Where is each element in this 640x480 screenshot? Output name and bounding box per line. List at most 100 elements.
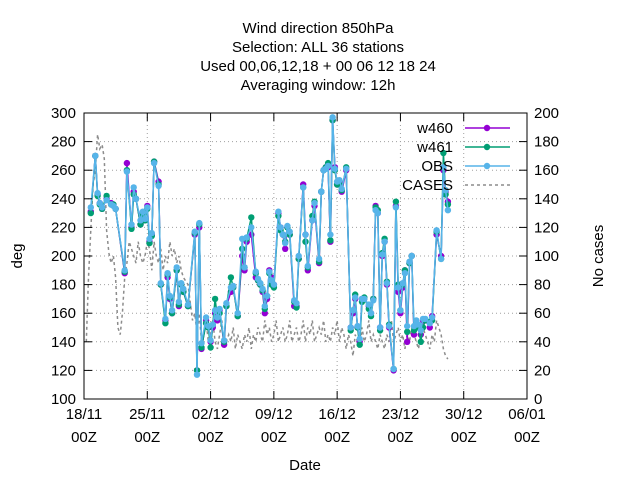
legend-marker-w460 <box>483 124 491 132</box>
x-tick-label-time: 00Z <box>71 429 97 446</box>
data-point-obs <box>230 282 237 290</box>
data-point-obs <box>94 189 101 197</box>
y2-tick-label: 120 <box>534 219 559 236</box>
legend-marker-w461 <box>483 143 491 151</box>
data-point-obs <box>390 365 397 373</box>
data-point-w461 <box>392 198 400 205</box>
y-tick-label: 140 <box>51 334 76 351</box>
data-point-obs <box>261 302 268 310</box>
data-point-w461 <box>327 237 334 244</box>
data-point-obs <box>361 295 368 303</box>
y-tick-label: 180 <box>51 277 76 294</box>
data-point-obs <box>428 314 436 321</box>
data-point-obs <box>180 285 187 293</box>
data-point-obs <box>415 321 422 328</box>
y2-axis-label: No cases <box>590 225 607 288</box>
data-point-w461 <box>87 209 95 217</box>
data-point-w461 <box>440 149 447 157</box>
data-point-obs <box>401 270 409 277</box>
data-point-w461 <box>417 338 424 345</box>
data-point-obs <box>370 297 377 304</box>
data-point-obs <box>132 195 140 202</box>
y-tick-label: 160 <box>51 305 76 322</box>
data-point-obs <box>275 208 282 215</box>
data-point-w461 <box>207 344 214 351</box>
data-point-w461 <box>356 341 363 348</box>
data-point-obs <box>417 327 424 334</box>
data-point-obs <box>440 164 447 171</box>
x-tick-label-time: 00Z <box>261 429 287 446</box>
data-point-obs <box>383 280 391 287</box>
data-point-obs <box>270 281 278 288</box>
data-point-obs <box>331 165 339 172</box>
data-point-obs <box>207 337 214 344</box>
data-point-obs <box>324 162 332 170</box>
data-point-obs <box>166 292 174 300</box>
data-point-obs <box>279 231 287 238</box>
data-point-obs <box>282 239 289 247</box>
x-tick-label-time: 00Z <box>514 429 540 446</box>
data-point-obs <box>354 322 361 330</box>
data-point-obs <box>433 227 440 234</box>
y2-tick-label: 140 <box>534 191 559 208</box>
data-point-obs <box>315 255 323 263</box>
y-tick-label: 100 <box>51 391 76 408</box>
data-point-obs <box>318 188 325 195</box>
data-point-obs <box>399 280 406 287</box>
data-point-obs <box>220 337 228 344</box>
data-point-obs <box>444 207 452 214</box>
data-point-obs <box>374 209 381 217</box>
data-point-w461 <box>227 274 235 281</box>
data-point-obs <box>184 301 192 308</box>
data-point-obs <box>128 221 135 228</box>
data-point-obs <box>234 310 241 317</box>
data-point-obs <box>248 224 255 231</box>
data-point-obs <box>327 231 334 238</box>
x-tick-label-time: 00Z <box>134 429 160 446</box>
data-point-obs <box>202 314 210 321</box>
y2-tick-label: 40 <box>534 334 551 351</box>
legend-label-w461: w461 <box>416 139 453 156</box>
data-point-obs <box>338 185 345 192</box>
data-point-obs <box>139 208 146 215</box>
data-point-obs <box>123 168 131 175</box>
y2-tick-label: 160 <box>534 162 559 179</box>
y-tick-label: 120 <box>51 362 76 379</box>
data-point-obs <box>406 258 413 265</box>
data-point-obs <box>98 204 106 211</box>
data-point-obs <box>426 320 433 327</box>
y2-tick-label: 180 <box>534 134 559 151</box>
legend: w460 w461 OBS CASES <box>402 120 510 194</box>
data-point-obs <box>196 219 203 227</box>
x-axis-label: Date <box>289 457 321 474</box>
x-tick-label-date: 18/11 <box>66 406 102 423</box>
legend-label-obs: OBS <box>421 158 453 175</box>
data-point-obs <box>121 267 128 274</box>
data-point-obs <box>408 252 415 260</box>
data-point-obs <box>193 371 201 378</box>
data-point-obs <box>442 187 449 194</box>
data-point-obs <box>356 335 363 343</box>
data-point-obs <box>336 177 343 184</box>
data-point-obs <box>304 262 311 270</box>
y-tick-label: 240 <box>51 191 76 208</box>
data-point-obs <box>293 300 300 307</box>
data-point-obs <box>87 204 95 211</box>
legend-label-w460: w460 <box>416 120 453 137</box>
data-point-obs <box>300 184 307 191</box>
data-point-obs <box>178 280 185 287</box>
chart-title: Wind direction 850hPa Selection: ALL 36 … <box>200 20 436 94</box>
data-point-obs <box>144 204 151 211</box>
data-point-obs <box>349 307 357 314</box>
data-point-obs <box>385 322 393 330</box>
data-point-obs <box>252 268 259 275</box>
x-tick-label-date: 06/01 <box>508 406 546 423</box>
title-line-4: Averaging window: 12h <box>241 77 396 94</box>
data-point-obs <box>379 251 386 258</box>
data-point-obs <box>175 298 183 305</box>
x-tick-label-date: 09/12 <box>255 406 293 423</box>
data-point-obs <box>191 228 198 235</box>
data-point-obs <box>376 324 384 331</box>
x-tick-label-date: 16/12 <box>318 406 356 423</box>
